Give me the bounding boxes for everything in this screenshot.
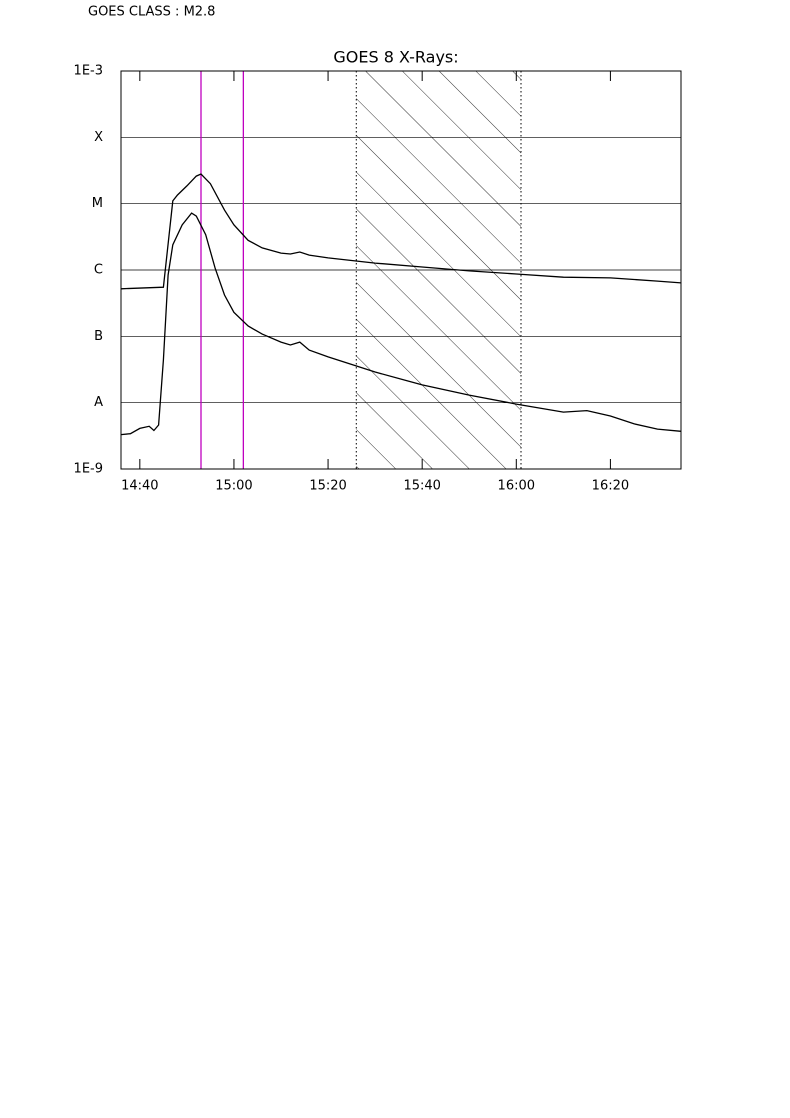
- x-tick-label: 15:00: [215, 479, 252, 494]
- flux-line: [120, 173, 682, 290]
- chart-title: GOES 8 X-Rays:: [333, 48, 458, 67]
- x-tick-label: 14:40: [121, 479, 158, 494]
- y-tick-label: A: [94, 395, 103, 410]
- y-tick-label: M: [92, 196, 103, 211]
- y-tick-label: 1E-9: [74, 462, 103, 477]
- x-tick-label: 16:20: [592, 479, 629, 494]
- plot-frame: [120, 70, 682, 470]
- x-tick-label: 15:40: [403, 479, 440, 494]
- flux-line: [120, 212, 682, 436]
- y-tick-label: X: [94, 130, 103, 145]
- goes-class: GOES CLASS : M2.8: [88, 5, 215, 20]
- y-tick-label: C: [94, 263, 103, 278]
- x-tick-label: 15:20: [309, 479, 346, 494]
- y-tick-label: 1E-3: [74, 64, 103, 79]
- y-tick-label: B: [94, 329, 103, 344]
- x-tick-label: 16:00: [498, 479, 535, 494]
